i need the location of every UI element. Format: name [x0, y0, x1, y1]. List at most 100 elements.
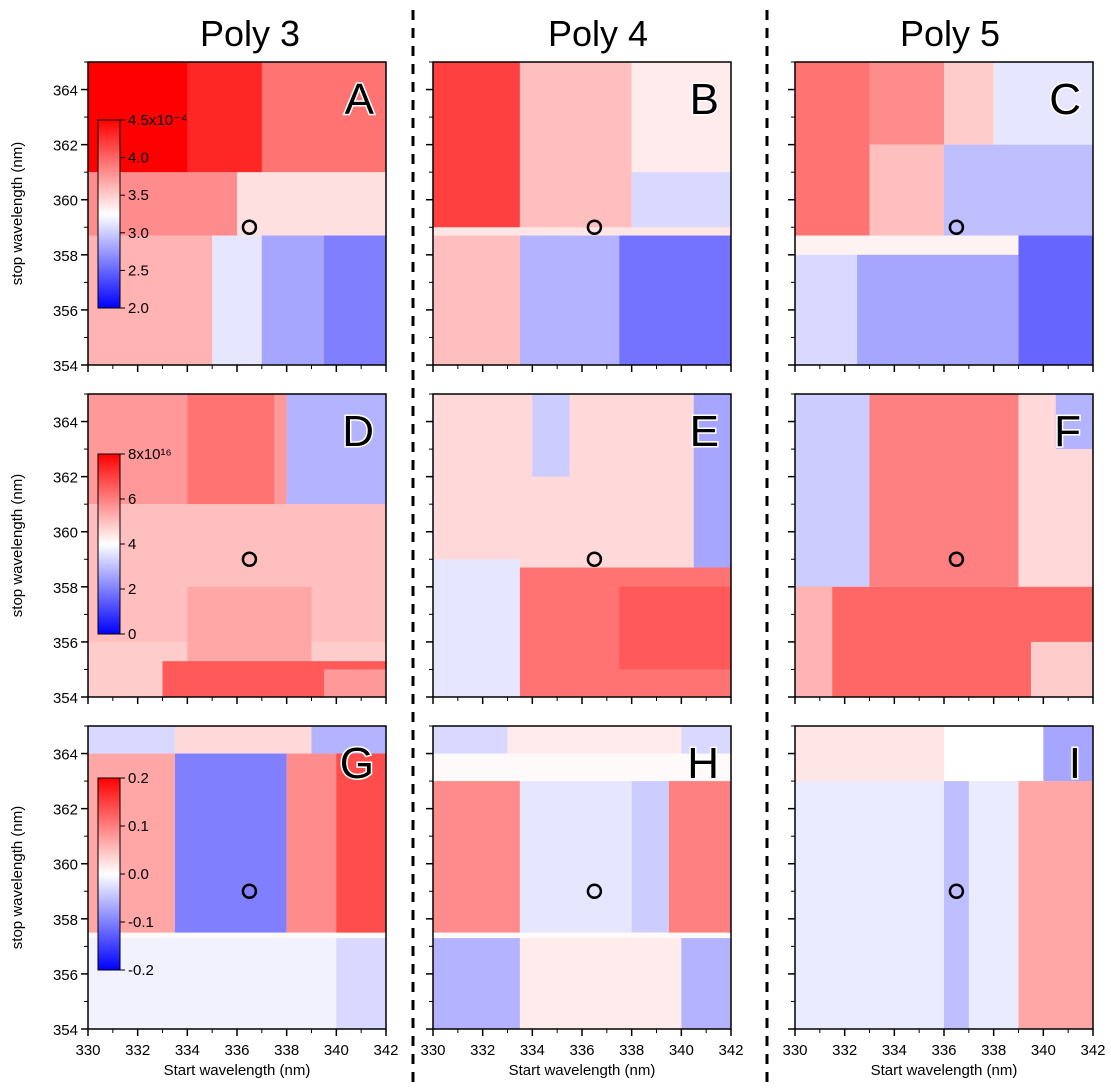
- colorbar-tick-label: 0.1: [128, 818, 149, 835]
- heatmap-cell: [433, 938, 520, 1029]
- y-tick-label: 356: [53, 303, 78, 320]
- panel-label: D: [342, 407, 374, 456]
- panel-H: H 330 332 334 336 338 340 342 Start wavelength (…: [420, 725, 744, 1079]
- heatmap-cell: [433, 235, 520, 365]
- y-tick-label: 362: [53, 470, 78, 487]
- x-tick-label: 342: [718, 1042, 743, 1059]
- heatmap-cell: [187, 586, 312, 670]
- colorbar-tick-label: 6: [128, 491, 136, 508]
- x-tick-label: 338: [274, 1042, 299, 1059]
- x-tick-label: 336: [569, 1042, 594, 1059]
- y-tick-label: 364: [53, 83, 78, 100]
- panel-F: F: [788, 393, 1094, 704]
- x-tick-label: 334: [175, 1042, 200, 1059]
- reference-marker: [241, 883, 258, 900]
- colorbar-tick-label: 3.5: [128, 187, 149, 204]
- x-tick-label: 342: [1080, 1042, 1105, 1059]
- heatmap-cell: [286, 394, 386, 505]
- colorbar-tick-label: 4: [128, 536, 136, 553]
- heatmap-cell: [336, 938, 386, 1029]
- heatmap-cell: [795, 394, 870, 587]
- x-tick-label: 334: [882, 1042, 907, 1059]
- heatmap-cells: [795, 394, 1093, 697]
- heatmap-cell: [993, 62, 1093, 145]
- heatmap-cell: [519, 781, 632, 933]
- x-tick-label: 340: [669, 1042, 694, 1059]
- y-tick-label: 360: [53, 193, 78, 210]
- colorbar: 8x10¹⁶ 6 4 2 0: [97, 446, 172, 643]
- column-title-poly3: Poly 3: [200, 13, 300, 54]
- heatmap-cell: [795, 62, 870, 236]
- column-title-poly4: Poly 4: [548, 13, 648, 54]
- colorbar: 4.5x10⁻⁴ 4.0 3.5 3.0 2.5 2.0: [97, 112, 187, 317]
- heatmap-cell: [1055, 394, 1093, 450]
- heatmap-cell: [519, 235, 620, 365]
- heatmap-cell: [631, 781, 669, 933]
- x-axis-label: Start wavelength (nm): [164, 1062, 311, 1079]
- y-tick-label: 364: [53, 415, 78, 432]
- panel-label: A: [345, 75, 375, 124]
- panel-label: B: [690, 75, 719, 124]
- heatmap-cell: [869, 144, 944, 236]
- panel-E: E: [426, 393, 732, 704]
- x-tick-label: 330: [420, 1042, 445, 1059]
- panel-label: F: [1054, 407, 1081, 456]
- y-tick-label: 356: [53, 967, 78, 984]
- heatmap-cells: [88, 394, 386, 697]
- heatmap-cell: [681, 726, 731, 754]
- heatmap-cell: [1030, 641, 1093, 697]
- heatmap-cell: [174, 726, 312, 754]
- heatmap-cell: [1043, 726, 1093, 782]
- heatmap-cell: [795, 586, 833, 697]
- heatmap-cell: [795, 726, 944, 782]
- colorbar-tick-label: 2: [128, 581, 136, 598]
- heatmap-cell: [519, 938, 682, 1029]
- x-tick-label: 330: [75, 1042, 100, 1059]
- y-tick-label: 354: [53, 1022, 78, 1039]
- heatmap-cell: [311, 726, 386, 754]
- heatmap-cells: [433, 726, 731, 1029]
- heatmap-cell: [619, 586, 731, 670]
- heatmap-cell: [869, 62, 944, 145]
- y-tick-label: 358: [53, 248, 78, 265]
- y-tick-label: 358: [53, 580, 78, 597]
- x-tick-label: 330: [782, 1042, 807, 1059]
- heatmap-cells: [433, 62, 731, 365]
- panel-B: B: [426, 61, 732, 372]
- heatmap-cell: [519, 62, 632, 228]
- colorbar-tick-label: 8x10¹⁶: [128, 446, 172, 463]
- heatmap-cell: [237, 172, 386, 236]
- heatmap-cell: [174, 753, 287, 933]
- heatmap-cell: [433, 62, 520, 228]
- x-tick-label: 334: [520, 1042, 545, 1059]
- heatmap-cell: [631, 62, 731, 173]
- heatmap-cell: [433, 559, 520, 697]
- x-tick-label: 336: [224, 1042, 249, 1059]
- heatmap-cell: [795, 781, 1019, 1029]
- y-tick-label: 362: [53, 138, 78, 155]
- reference-marker: [586, 219, 603, 236]
- reference-marker: [241, 551, 258, 568]
- reference-marker: [948, 883, 965, 900]
- x-tick-label: 332: [832, 1042, 857, 1059]
- heatmap-cell: [507, 726, 682, 754]
- y-axis-label: stop wavelength (nm): [9, 806, 26, 949]
- heatmap-cell: [619, 235, 731, 365]
- y-axis-label: stop wavelength (nm): [9, 142, 26, 285]
- y-tick-label: 360: [53, 857, 78, 874]
- heatmap-cell: [323, 235, 386, 365]
- y-tick-label: 354: [53, 690, 78, 707]
- heatmap-cells: [795, 726, 1093, 1029]
- y-tick-label: 354: [53, 358, 78, 375]
- panel-A: A 354 356 358 360 362 364: [53, 61, 387, 375]
- heatmap-cell: [433, 781, 520, 933]
- y-tick-label: 360: [53, 525, 78, 542]
- x-tick-label: 342: [373, 1042, 398, 1059]
- colorbar-tick-label: 0: [128, 626, 136, 643]
- colorbar-gradient: [97, 119, 121, 309]
- x-axis-label: Start wavelength (nm): [871, 1062, 1018, 1079]
- heatmap-cell: [681, 938, 731, 1029]
- heatmap-cell: [261, 235, 324, 365]
